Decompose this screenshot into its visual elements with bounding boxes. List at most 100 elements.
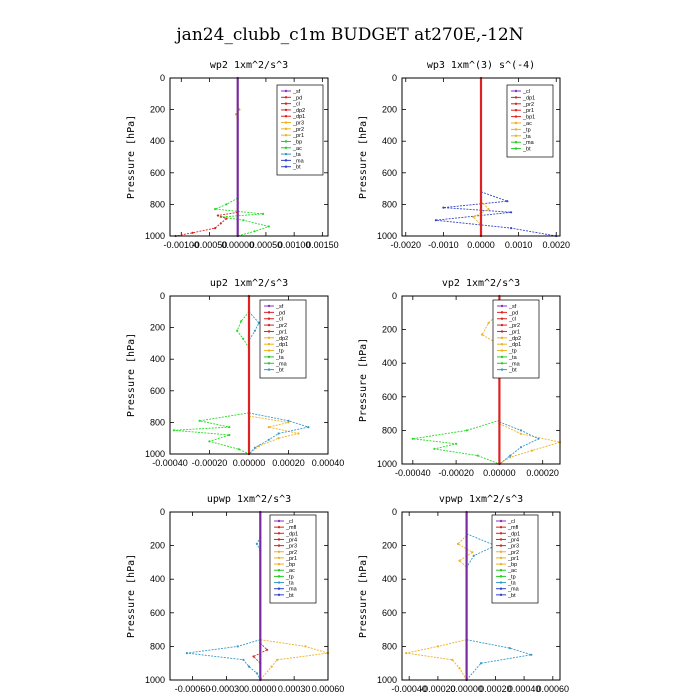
legend-label: _ac (522, 121, 532, 127)
x-tick-label: 0.0010 (505, 240, 533, 250)
x-tick-label: -0.00050 (192, 240, 228, 250)
series-line-dp2 (236, 311, 250, 349)
legend-marker (499, 575, 503, 578)
legend-label: _pr2 (522, 102, 534, 108)
legend-marker (277, 532, 281, 535)
series-point (267, 438, 270, 441)
series-point (476, 454, 479, 457)
legend-label: _pd (275, 310, 285, 316)
series-point (238, 108, 241, 111)
series-point (255, 672, 258, 675)
plot-frame (401, 511, 561, 681)
series-point (287, 419, 290, 422)
legend-label: _pr3 (285, 544, 297, 550)
y-axis-label: Pressure [hPa] (358, 554, 369, 638)
legend-label: _ac (507, 568, 517, 574)
legend-marker (267, 336, 271, 340)
legend-marker (277, 525, 281, 529)
legend-marker (514, 128, 518, 131)
legend-marker (267, 349, 271, 352)
legend-marker (500, 330, 504, 333)
chart-panel-4: vp2 1xm^2/s^3 Pressure [hPa] 0 200 400 600 800… (358, 278, 562, 478)
series-point (287, 421, 290, 424)
y-tick-label: 800 (150, 199, 165, 209)
legend-label: _sf (292, 89, 301, 95)
series-point (471, 551, 474, 554)
plot-frame (169, 511, 329, 681)
legend-marker (514, 102, 518, 106)
series-point (253, 230, 256, 233)
legend-marker (267, 355, 271, 359)
legend-label: _dp1 (508, 342, 521, 348)
legend-label: _pr2 (275, 323, 287, 329)
legend-marker (277, 593, 281, 597)
legend-label: _bp (292, 139, 302, 145)
legend-label: _ma (285, 587, 298, 593)
legend-marker (267, 311, 271, 314)
legend-label: _ma (292, 158, 305, 164)
legend-marker (277, 538, 281, 541)
legend-marker (500, 342, 504, 346)
legend-label: _pr4 (507, 537, 519, 543)
y-tick-label: 1000 (145, 675, 165, 685)
series-point (270, 665, 273, 668)
y-tick-label: 400 (150, 136, 165, 146)
y-tick-label: 800 (150, 641, 165, 651)
series-point (481, 333, 484, 336)
y-tick-label: 0 (392, 73, 397, 83)
series-point (519, 432, 523, 435)
x-tick-label: 0.0000 (467, 240, 495, 250)
series-point (236, 329, 239, 332)
y-tick-label: 400 (382, 574, 397, 584)
legend-marker (514, 134, 518, 137)
x-tick-label: 0.00000 (244, 684, 277, 694)
series-point (191, 231, 194, 234)
legend-label: _bt (285, 593, 294, 599)
series-line-pr2 (457, 535, 474, 568)
legend-marker (284, 102, 288, 105)
series-point (479, 662, 483, 665)
legend-marker (277, 575, 281, 578)
series-point (411, 437, 414, 440)
series-point (267, 225, 270, 228)
y-tick-label: 800 (382, 199, 397, 209)
series-line-tp (466, 639, 532, 681)
legend-marker (514, 96, 518, 99)
series-point (307, 426, 310, 429)
series-point (238, 448, 241, 451)
series-point (458, 667, 461, 670)
legend-box (492, 299, 540, 379)
series-point (216, 214, 220, 217)
chart-panel-5: upwp 1xm^2/s^3 Pressure [hPa] 0 200 400 600 80… (126, 494, 344, 694)
x-tick-label: 0.00000 (233, 458, 266, 468)
legend-box (259, 299, 307, 379)
series-point (433, 447, 436, 450)
series-point (297, 432, 300, 435)
series-point (456, 542, 460, 546)
legend-marker (277, 562, 281, 566)
series-point (225, 203, 228, 206)
x-tick-label: -0.00020 (438, 468, 474, 478)
legend-marker (284, 89, 288, 93)
y-axis-label: Pressure [hPa] (126, 554, 137, 638)
legend-label: _pr1 (522, 108, 534, 114)
legend-label: _cl (522, 89, 530, 95)
series-point (277, 432, 280, 435)
legend-marker (500, 323, 504, 327)
chart-panel-2: wp3 1xm^(3) s^(-4) Pressure [hPa] 0 200 400 6… (358, 60, 570, 250)
panel-title: vp2 1xm^2/s^3 (442, 278, 520, 289)
x-tick-label: 0.00020 (479, 684, 512, 694)
legend-marker (499, 562, 503, 566)
x-tick-label: -0.00020 (192, 458, 228, 468)
x-tick-label: -0.00040 (395, 468, 431, 478)
x-tick-label: 0.0020 (542, 240, 570, 250)
y-tick-label: 200 (382, 541, 397, 551)
legend-marker (499, 544, 503, 547)
panel-title: wp2 1xm^2/s^3 (210, 60, 288, 71)
y-tick-label: 600 (150, 168, 165, 178)
legend-label: _ta (275, 355, 285, 361)
legend-label: _cl (275, 317, 283, 323)
legend-label: _tp (508, 349, 517, 355)
y-tick-label: 1000 (377, 675, 397, 685)
chart-panel-3: up2 1xm^2/s^3 Pressure [hPa] 0 200 400 600 800… (126, 278, 344, 468)
